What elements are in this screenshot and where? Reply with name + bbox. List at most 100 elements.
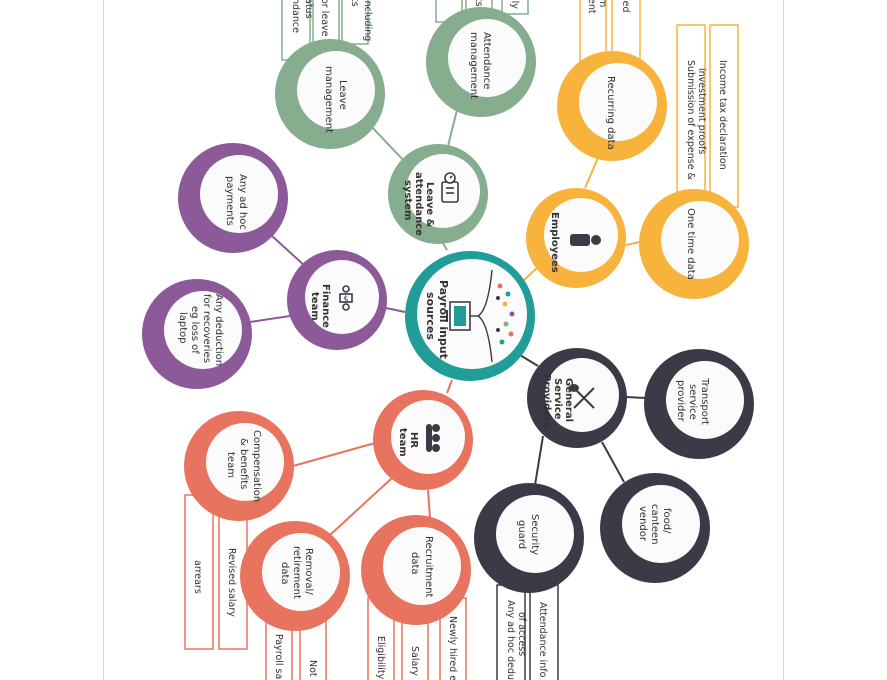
connector-hr-compensation [292,442,376,467]
node-label: for recoveries [201,294,212,363]
node-label: management [323,66,334,133]
hub-employees[interactable]: Employees [526,188,626,288]
node-attendance-management[interactable]: Attendance management [426,7,536,117]
node-label: payments [224,176,235,226]
strip-box [529,584,559,680]
node-label: food/ [661,508,672,534]
text-strips [184,0,739,680]
data-dots [496,283,515,345]
node-label: Removal/ [303,548,314,595]
strip-box [312,0,340,45]
node-recurring-data[interactable]: Recurring data [557,51,667,161]
center-node[interactable]: Payroll input sources [405,251,535,381]
person-icon [570,234,601,246]
strip-text: Any ad hoc dedu [505,600,516,680]
connector-center-finance [385,307,406,313]
node-recruitment[interactable]: Recruitment data [361,515,471,625]
hub-label: HR [408,432,419,448]
node-label: Leave [337,80,348,110]
connectors [249,109,647,536]
hub-label: system [402,180,413,220]
connector-leave-leavemgmt [369,124,406,163]
strip-text: led [620,0,631,13]
node-label: Compensation [251,430,262,502]
strip-text: including [362,0,373,41]
strip-text: Newly hired e [447,616,458,680]
strip-box [501,0,529,15]
strip-text: ts [349,0,360,7]
node-label: data [409,552,420,575]
people-group-icon [426,424,440,452]
node-compensation[interactable]: Compensation & benefits team [184,411,294,521]
monitor-icon [446,301,471,331]
hub-hr[interactable]: HR team [373,390,473,490]
strip-text: of access [516,612,527,656]
node-label: service [687,384,698,420]
node-one-time-data[interactable]: One time data [639,189,749,299]
svg-text:$: $ [343,295,349,305]
node-removal[interactable]: Removal/ retirement data [240,521,350,631]
strip-text: ts [473,0,484,7]
hub-label: team [397,428,408,457]
node-transport[interactable]: Transport service provider [644,349,754,459]
hub-label: Providers [541,374,552,428]
node-label: provider [675,380,686,423]
strip-text: atus [303,0,314,19]
hub-label: Finance [320,284,331,328]
connector-gsp-security [534,435,544,486]
node-label: team [225,452,236,478]
node-deduction[interactable]: Any deduction for recoveries eg loss of … [142,279,252,389]
node-label: data [279,562,290,585]
node-label: management [468,32,479,99]
connector-center-hr [446,379,453,394]
node-food-vendor[interactable]: food/ canteen vendor [600,473,710,583]
funnel-icon [470,269,493,363]
hub-label: team [309,292,320,321]
node-label: laptop [177,312,188,344]
connector-finance-adhoc [271,235,306,267]
leaf-nodes: Leave management Attendance management R… [142,7,754,631]
strip-box [611,0,641,61]
strip-box [709,24,739,208]
node-label: One time data [685,208,696,280]
strip-text: investment proofs [696,68,707,154]
hub-finance[interactable]: $ Finance team [287,250,387,350]
strip-text: ily [509,0,520,9]
connector-gsp-food [601,441,625,483]
connector-leave-attendance [447,109,458,147]
connector-center-gsp [519,354,539,367]
node-label: Attendance [481,32,492,89]
node-label: Security [529,514,540,555]
hub-label: General [563,378,574,422]
node-label: Recurring data [605,76,616,150]
strip-box [341,0,369,45]
strip-text: ndance [290,0,301,33]
hub-leave-attendance[interactable]: Leave & attendance system [388,144,488,244]
connector-hr-removal [329,477,393,536]
node-label: & benefits [238,438,249,489]
node-label: retirement [291,546,302,599]
center-label: Payroll input [437,280,450,359]
strip-text: Not [307,660,318,677]
team-money-icon: $ [339,285,353,311]
hub-label: Service [552,378,563,420]
strip-text: Payroll sa [273,634,284,679]
strip-text: Submission of expense & [685,60,696,181]
node-label: guard [516,520,527,549]
spoon-fork-icon [569,384,595,409]
strip-text: Salary [409,646,420,676]
strip-text: Eligibility [375,636,386,680]
center-label: sources [424,292,437,340]
hub-general-service-providers[interactable]: General Service Providers [527,348,627,448]
node-label: Any deduction [213,294,224,366]
node-leave-management[interactable]: Leave management [275,39,385,149]
node-security-guard[interactable]: Security guard [474,483,584,593]
connector-gsp-transport [625,396,647,399]
strip-text: m [597,0,608,7]
node-label: Any ad hoc [237,174,248,230]
strip-text: ent [586,0,597,14]
node-label: Transport [699,377,710,425]
node-adhoc-payments[interactable]: Any ad hoc payments [178,143,288,253]
hub-label: attendance [413,172,424,236]
